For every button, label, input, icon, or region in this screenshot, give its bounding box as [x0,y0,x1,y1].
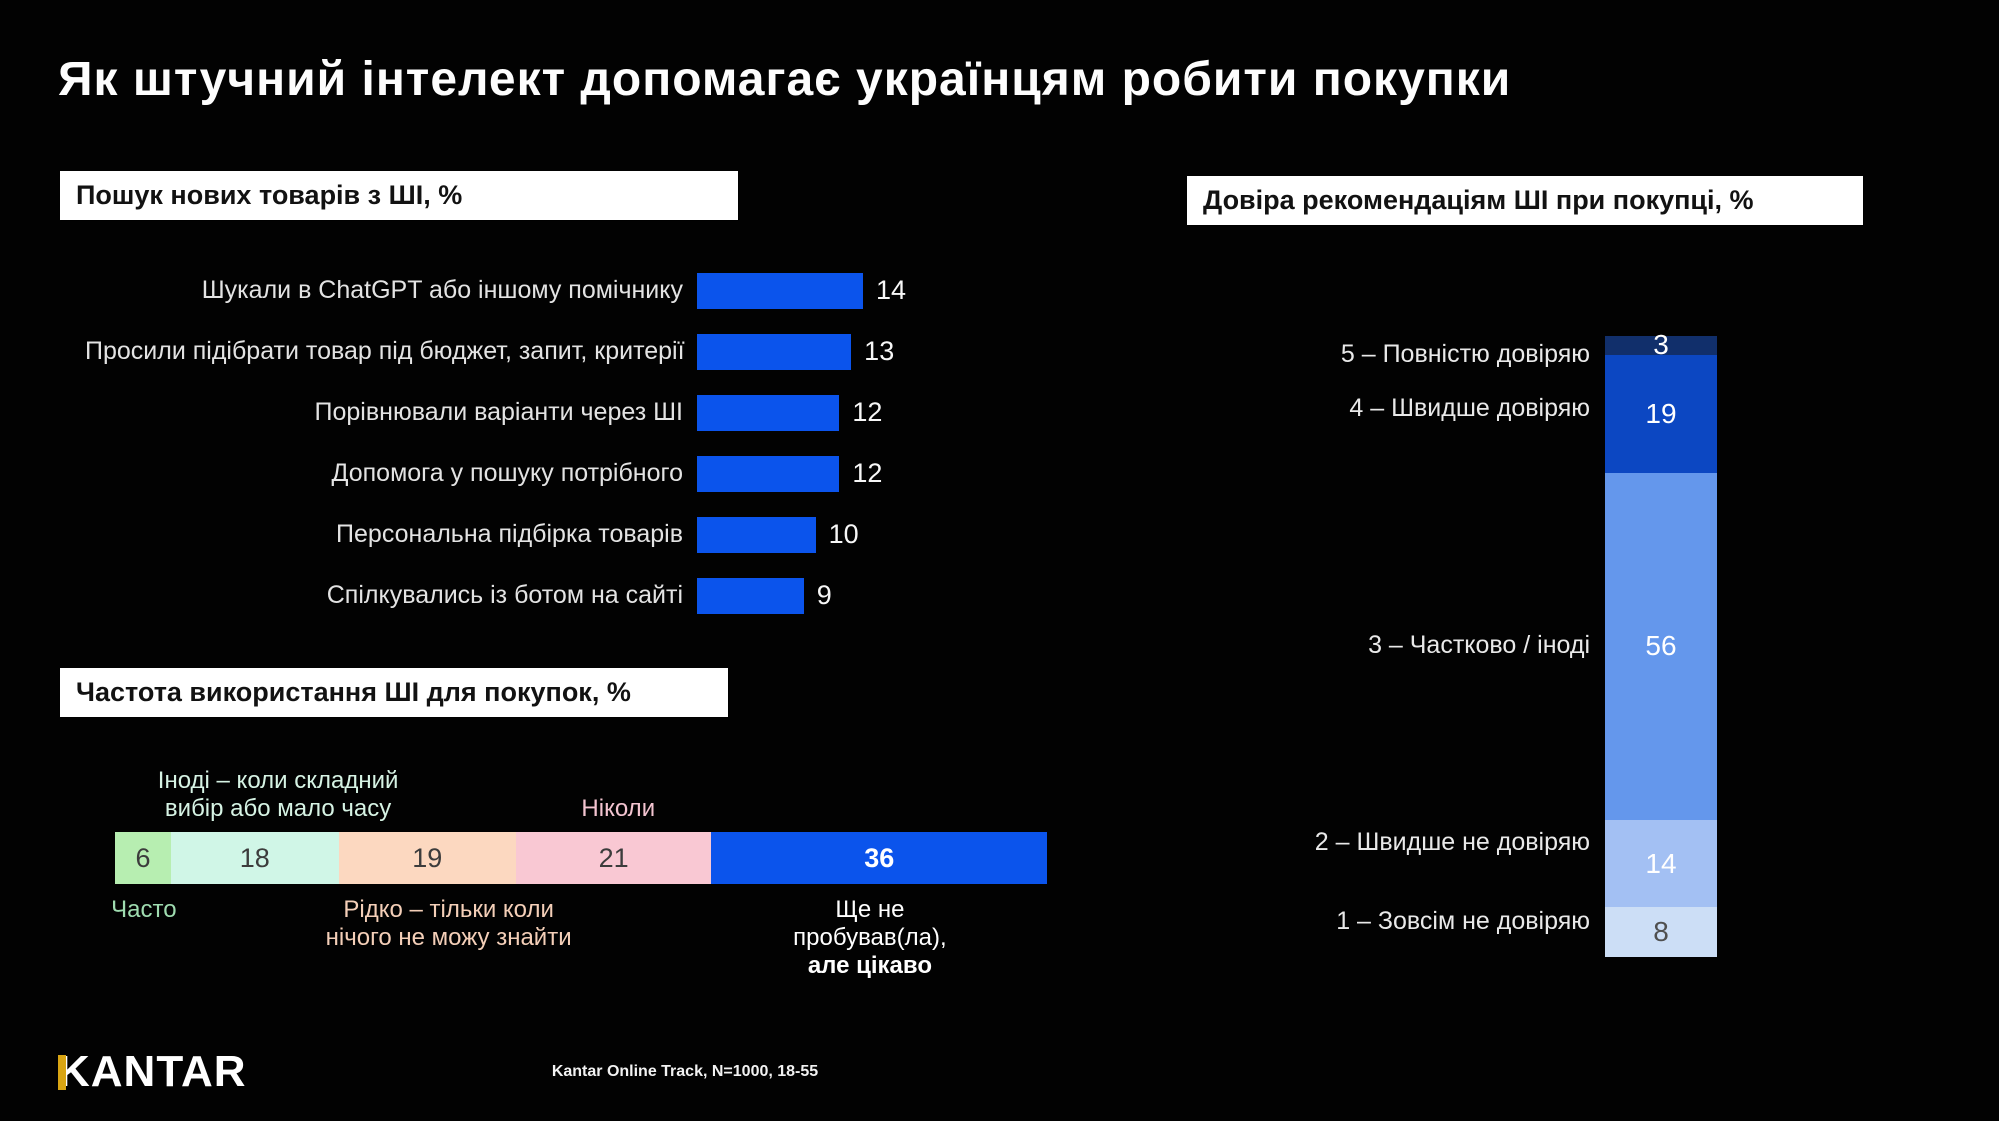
bar [697,455,840,492]
bar-row: Шукали в ChatGPT або іншому помічнику 14 [85,260,906,321]
frequency-segment: 18 [170,832,339,884]
search-bar-chart: Шукали в ChatGPT або іншому помічнику 14 П… [85,260,906,626]
frequency-chart-header: Частота використання ШІ для покупок, % [60,668,728,717]
segment-label-above: Іноді – коли складний вибір або мало час… [157,767,399,823]
source-note: Kantar Online Track, N=1000, 18-55 [551,1063,819,1080]
bar [697,516,816,553]
bar [697,333,852,370]
trust-scale-label: 5 – Повністю довіряю [1340,340,1590,368]
segment-label-bold-line: але цікаво [807,951,932,979]
segment-label-below: Рідко – тільки коли нічого не можу знайт… [325,896,572,951]
bar-label: Персональна підбірка товарів [336,520,683,548]
segment-value: 19 [1645,397,1677,429]
bar [697,577,804,614]
frequency-segment: 36 [711,832,1047,884]
bar-row: Порівнювали варіанти через ШІ 12 [85,382,906,443]
bar-label: Порівнювали варіанти через ШІ [314,398,683,426]
segment-label-below: Часто [111,896,177,923]
segment-value: 56 [1645,630,1677,662]
kantar-logo-text: KANTAR [58,1047,247,1096]
trust-scale-label: 3 – Частково / іноді [1368,631,1590,659]
trust-scale-label: 4 – Швидше довіряю [1349,394,1590,422]
frequency-stacked-bar-chart: Іноді – коли складний вибір або мало час… [111,745,1047,995]
trust-scale-label: 1 – Зовсім не довіряю [1336,907,1590,935]
trust-segment: 56 [1605,472,1717,821]
frequency-segment: 19 [338,832,516,884]
bar-label: Просили підібрати товар під бюджет, запи… [85,337,685,365]
bar-row: Спілкувались із ботом на сайті 9 [85,565,906,626]
bar-value: 14 [876,275,907,305]
bar-row: Допомога у пошуку потрібного 12 [85,443,906,504]
segment-value: 8 [1653,916,1669,948]
bar-value: 9 [816,580,832,610]
segment-value: 18 [239,842,270,873]
bar-label: Спілкувались із ботом на сайті [326,581,683,609]
segment-value: 21 [598,842,629,873]
segment-value: 14 [1645,847,1677,879]
search-chart-header: Пошук нових товарів з ШІ, % [60,171,738,220]
frequency-stacked-bar: 6 18 19 21 36 [115,832,1047,884]
frequency-labels-above: Іноді – коли складний вибір або мало час… [115,745,1047,828]
search-chart-title: Пошук нових товарів з ШІ, % [76,180,463,210]
bar-value: 10 [828,519,859,549]
page-title: Як штучний інтелект допомагає українцям … [58,53,1512,106]
frequency-labels-below: Часто Рідко – тільки коли нічого не можу … [111,894,1047,984]
bar-label: Допомога у пошуку потрібного [331,459,683,487]
trust-segment: 3 [1605,329,1717,361]
segment-label-below: Ще не пробував(ла), але цікаво [781,896,958,979]
trust-segment: 14 [1605,820,1717,908]
segment-value: 3 [1653,329,1669,361]
trust-chart-header: Довіра рекомендаціям ШІ при покупці, % [1187,176,1863,225]
segment-label-above: Ніколи [581,795,656,823]
frequency-segment: 21 [515,832,712,884]
segment-value: 19 [412,842,443,873]
trust-scale-label: 2 – Швидше не довіряю [1314,828,1590,856]
bar-value: 12 [852,458,883,488]
trust-stacked-bar: 3 19 56 14 8 [1605,329,1717,957]
kantar-logo: KANTAR [58,1050,247,1094]
bar-value: 12 [852,397,883,427]
frequency-segment: 6 [115,832,171,884]
bar-row: Персональна підбірка товарів 10 [85,504,906,565]
bar-row: Просили підібрати товар під бюджет, запи… [85,321,906,382]
trust-segment: 8 [1605,907,1717,957]
frequency-chart-title: Частота використання ШІ для покупок, % [76,677,631,707]
segment-value: 36 [864,842,895,873]
bar [697,394,840,431]
bar-label: Шукали в ChatGPT або іншому помічнику [201,276,683,304]
trust-chart-title: Довіра рекомендаціям ШІ при покупці, % [1203,185,1754,215]
bar [697,272,864,309]
bar-value: 13 [864,336,895,366]
trust-segment: 19 [1605,354,1717,473]
segment-value: 6 [135,842,151,873]
kantar-logo-gold-stem [58,1055,66,1090]
